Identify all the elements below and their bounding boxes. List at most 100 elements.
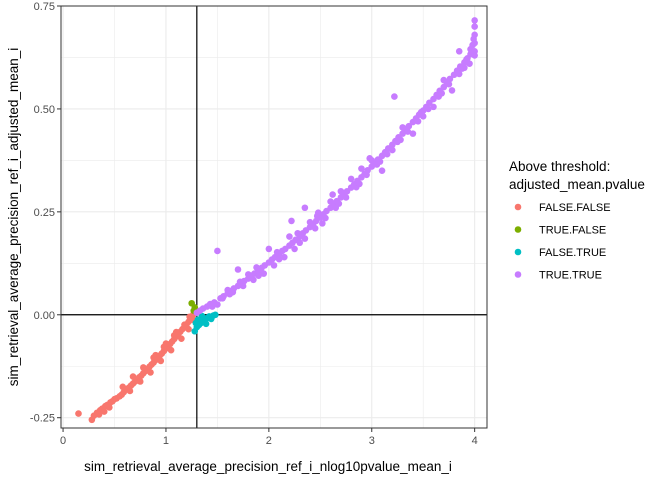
data-point [467, 45, 474, 53]
data-point [219, 295, 226, 302]
y-axis-ticks: -0.25 0.00 0.25 0.50 0.75 [30, 1, 61, 425]
data-point [185, 325, 192, 333]
data-point [265, 245, 273, 253]
data-point [273, 248, 281, 256]
data-point [356, 180, 363, 188]
data-point [286, 233, 293, 240]
data-point [250, 276, 257, 284]
data-points [75, 17, 478, 424]
x-tick-label: 2 [266, 435, 272, 447]
data-point [255, 272, 262, 279]
x-tick-label: 3 [369, 435, 375, 447]
data-point [253, 264, 260, 271]
data-point [389, 146, 396, 154]
data-point [260, 270, 268, 277]
data-point [291, 245, 298, 253]
data-point [236, 278, 244, 286]
x-tick-label: 1 [163, 435, 169, 447]
data-point [470, 35, 477, 43]
data-point [417, 108, 425, 116]
data-point [178, 335, 185, 342]
data-point [280, 253, 288, 261]
data-point [446, 75, 454, 83]
legend-label-true-false: TRUE.FALSE [539, 225, 606, 237]
data-point [157, 357, 165, 365]
data-point [327, 198, 334, 205]
data-point [294, 229, 301, 237]
y-tick-label: 0.50 [34, 104, 55, 116]
data-point [409, 130, 417, 137]
data-point [288, 217, 295, 225]
data-point [329, 191, 336, 198]
data-point [208, 303, 216, 310]
data-point [224, 286, 231, 294]
legend-label-true-true: TRUE.TRUE [539, 270, 602, 282]
data-point [404, 128, 412, 135]
data-point [119, 383, 127, 391]
data-point [314, 209, 322, 216]
legend-title-line-1: Above threshold: [509, 159, 610, 174]
x-axis-ticks: 0 1 2 3 4 [60, 428, 478, 447]
data-point [471, 17, 478, 24]
data-point [383, 150, 391, 158]
data-point [129, 373, 137, 380]
data-point [363, 171, 370, 179]
data-point [337, 187, 345, 195]
data-point [378, 167, 386, 174]
data-point [150, 354, 157, 361]
data-point [311, 225, 319, 232]
data-point [471, 52, 478, 59]
data-point [202, 320, 210, 328]
data-point [214, 301, 221, 308]
data-point [322, 214, 329, 222]
data-point [214, 247, 221, 255]
legend-key-true-true [514, 271, 522, 278]
y-axis-title: sim_retrieval_average_precision_ref_i_ad… [6, 48, 21, 386]
data-point [75, 410, 82, 417]
legend-label-false-false: FALSE.FALSE [539, 202, 611, 214]
data-point [391, 93, 398, 100]
data-point [342, 194, 350, 201]
data-point [463, 56, 470, 63]
data-point [448, 87, 456, 94]
data-point [471, 23, 478, 30]
legend-key-true-false [514, 226, 522, 233]
x-tick-label: 4 [472, 435, 478, 447]
data-point [126, 387, 134, 395]
data-point [192, 319, 200, 327]
data-point [306, 218, 314, 226]
legend-items: FALSE.FALSE TRUE.FALSE FALSE.TRUE TRUE.TRUE [514, 202, 611, 282]
data-point [405, 122, 413, 130]
x-axis-title: sim_retrieval_average_precision_ref_i_nl… [84, 459, 452, 474]
data-point [106, 404, 113, 411]
legend-key-false-true [514, 248, 522, 256]
data-point [167, 346, 175, 354]
panel-border [60, 5, 488, 429]
data-point [296, 239, 304, 247]
data-point [136, 378, 144, 385]
data-point [425, 105, 432, 113]
data-point [244, 271, 252, 278]
data-point [181, 321, 188, 328]
panel-background [61, 6, 487, 428]
data-point [358, 165, 365, 172]
y-tick-label: 0.75 [34, 1, 55, 13]
legend-title-line-2: adjusted_mean.pvalue [509, 177, 645, 192]
data-point [160, 343, 168, 351]
data-point [147, 369, 154, 376]
data-point [270, 262, 278, 269]
data-point [95, 411, 103, 418]
data-point [319, 220, 326, 227]
y-tick-label: -0.25 [30, 413, 55, 425]
data-point [368, 157, 376, 164]
data-point [275, 255, 283, 263]
reference-lines [61, 6, 487, 428]
data-point [100, 408, 108, 415]
data-point [455, 70, 463, 78]
data-point [170, 332, 178, 339]
y-tick-label: 0.00 [34, 310, 55, 322]
data-point [414, 117, 422, 125]
data-point [455, 47, 463, 55]
data-point [430, 103, 437, 111]
data-point [445, 80, 453, 88]
